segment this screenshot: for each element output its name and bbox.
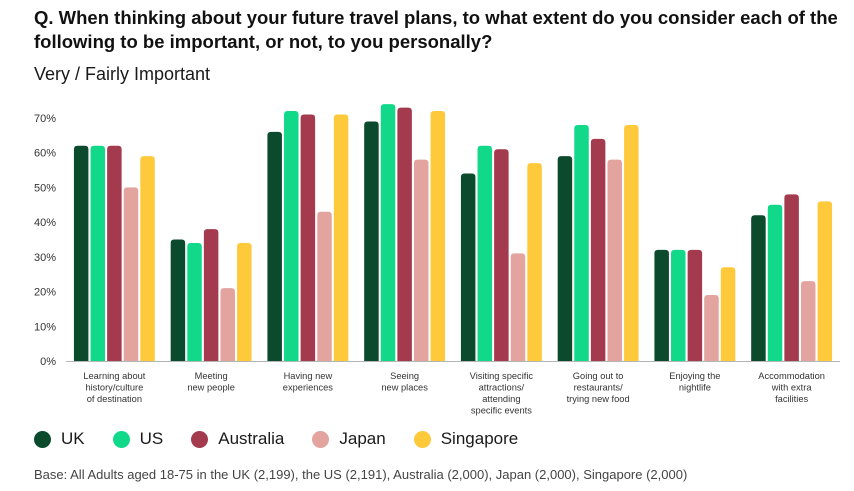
bar [557,156,573,361]
category-label: Seeing new places [381,371,428,393]
bar [123,187,139,361]
category-label: Learning about history/culture of destinat… [83,371,145,404]
legend-label: Japan [339,429,386,448]
bar [203,229,219,361]
bar [574,124,589,361]
bar [107,145,122,361]
y-tick-label: 10% [34,321,56,333]
legend-swatch [413,430,431,448]
bar [784,194,799,361]
legend-item: Singapore [413,429,519,449]
bar [720,267,736,361]
bar [590,138,606,361]
bar [477,145,493,361]
bar [494,149,509,361]
category-label: Accommodation with extra facilities [758,371,825,404]
bar-chart: 0% 10% 20% 30% 40% 50% 60% 70% Learning about hi… [34,104,840,416]
bar [671,249,686,361]
category-label: Going out to restaurants/trying new food [567,371,630,404]
bar [510,253,526,361]
y-tick-label: 40% [34,217,56,229]
category-label: Meeting new people [187,371,235,393]
legend-swatch [112,430,130,448]
bar [220,288,235,361]
legend-swatch [34,430,51,448]
bar [333,114,349,362]
legend-item: Australia [191,429,284,449]
bar [817,201,833,361]
bar [187,242,202,361]
bar [300,114,316,362]
bar [704,295,719,361]
legend-label: Singapore [440,429,519,448]
bar [237,242,252,361]
bar [140,156,155,361]
bar [380,104,396,361]
bar [267,131,282,361]
bar [90,145,106,361]
y-tick-label: 50% [34,182,56,194]
base-note: Base: All Adults aged 18-75 in the UK (2… [34,467,688,482]
bar [413,159,429,361]
y-tick-label: 30% [34,252,56,264]
bar [170,239,186,361]
category-label: Having new experiences [283,371,333,393]
legend-swatch [312,430,330,448]
legend-item: Japan [312,429,386,449]
bar [364,121,379,361]
legend: UK US Australia Japan Singapore [34,428,546,450]
chart-subtitle: Very / Fairly Important [34,64,211,84]
bar [800,281,816,361]
category-label: Enjoying the nightlife [669,371,720,393]
legend-label: Australia [218,429,285,448]
bar [527,163,542,361]
bar [654,249,669,361]
legend-swatch [191,430,209,448]
bar [317,211,332,361]
bar [430,111,446,361]
bar [607,159,622,361]
legend-item: UK [34,429,85,449]
bar [767,204,783,361]
y-tick-label: 70% [34,113,56,125]
bar [751,215,766,361]
chart-question: Q. When thinking about your future trave… [34,7,838,52]
bar [73,145,89,361]
bar [397,107,412,361]
legend-item: US [112,429,164,449]
bar [624,124,639,361]
legend-label: UK [61,429,85,448]
y-tick-label: 0% [40,356,56,368]
y-axis: 0% 10% 20% 30% 40% 50% 60% 70% [34,113,56,368]
bars [73,104,833,362]
x-axis: Learning about history/culture of destinat… [66,361,840,416]
category-label: Visiting specific attractions/attending sp… [470,371,534,416]
bar [460,173,476,361]
bar [687,249,703,361]
y-tick-label: 20% [34,287,56,299]
y-tick-label: 60% [34,148,56,160]
bar [284,111,299,361]
legend-label: US [139,429,164,448]
